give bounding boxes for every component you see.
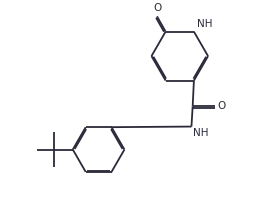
Text: O: O bbox=[153, 3, 161, 13]
Text: NH: NH bbox=[193, 128, 209, 138]
Text: NH: NH bbox=[197, 19, 212, 29]
Text: O: O bbox=[218, 101, 226, 111]
